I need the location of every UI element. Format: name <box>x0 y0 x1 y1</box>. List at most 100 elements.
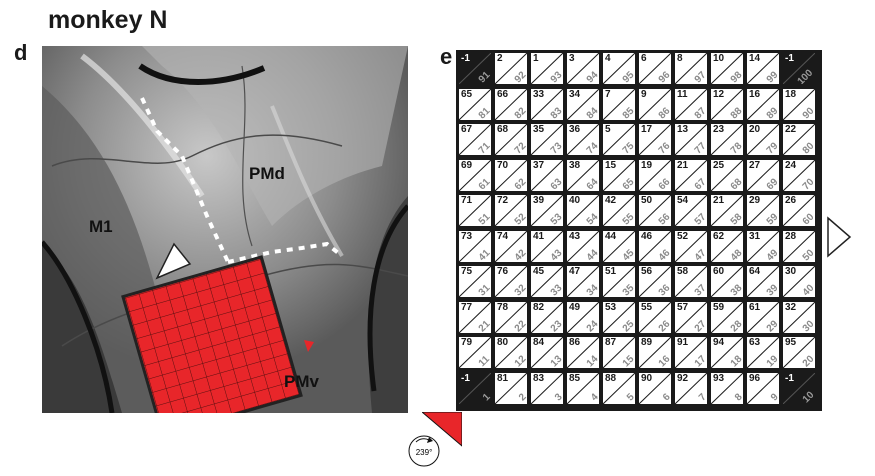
grid-cell: 21 67 <box>675 159 707 191</box>
grid-cell: 67 71 <box>459 124 491 155</box>
grid-cell: 49 24 <box>567 301 599 333</box>
cell-diagonal <box>567 195 599 226</box>
cell-diagonal <box>531 53 563 84</box>
channel-number: 82 <box>533 301 545 313</box>
grid-cell: 17 76 <box>639 124 671 155</box>
cell-diagonal <box>603 337 635 368</box>
cell-diagonal <box>675 230 707 262</box>
cell-diagonal <box>747 230 779 262</box>
grid-cell: 44 45 <box>603 230 635 262</box>
cell-diagonal <box>495 266 527 297</box>
grid-cell: 35 73 <box>531 124 563 155</box>
channel-number: 91 <box>677 337 689 348</box>
channel-number: 54 <box>677 195 689 206</box>
grid-cell: 61 29 <box>747 301 779 333</box>
channel-number: 68 <box>497 124 509 135</box>
cell-diagonal <box>495 88 527 120</box>
cell-diagonal <box>783 124 815 155</box>
grid-cell: 87 15 <box>603 337 635 368</box>
channel-number: 46 <box>641 230 653 242</box>
channel-number: 15 <box>605 159 617 171</box>
cell-diagonal <box>747 159 779 191</box>
grid-cell: 58 37 <box>675 266 707 297</box>
channel-number: 5 <box>605 124 611 135</box>
grid-cell: 50 56 <box>639 195 671 226</box>
channel-number: -1 <box>785 53 794 64</box>
cell-diagonal <box>783 53 815 84</box>
grid-cell: 76 32 <box>495 266 527 297</box>
grid-cell: 37 63 <box>531 159 563 191</box>
channel-number: 27 <box>749 159 761 171</box>
cell-diagonal <box>675 88 707 120</box>
channel-number: 41 <box>533 230 545 242</box>
channel-number: 21 <box>713 195 725 206</box>
channel-number: 9 <box>641 88 647 100</box>
cell-diagonal <box>711 337 743 368</box>
channel-number: 2 <box>497 53 503 64</box>
grid-cell: 91 17 <box>675 337 707 368</box>
channel-number: 70 <box>497 159 509 171</box>
channel-number: 36 <box>569 124 581 135</box>
channel-number: 23 <box>713 124 725 135</box>
grid-cell: 16 89 <box>747 88 779 120</box>
cell-diagonal <box>531 195 563 226</box>
channel-number: 7 <box>605 88 611 100</box>
cell-diagonal <box>459 88 491 120</box>
grid-cell: 25 68 <box>711 159 743 191</box>
channel-number: 84 <box>533 337 545 348</box>
grid-cell: 57 27 <box>675 301 707 333</box>
cell-diagonal <box>567 372 599 404</box>
cell-diagonal <box>459 230 491 262</box>
rotation-label: 239° <box>416 448 433 457</box>
cell-diagonal <box>747 372 779 404</box>
cell-diagonal <box>603 266 635 297</box>
channel-number: 25 <box>713 159 725 171</box>
cell-diagonal <box>711 88 743 120</box>
cell-diagonal <box>747 301 779 333</box>
channel-number: 66 <box>497 88 509 100</box>
cell-diagonal <box>459 301 491 333</box>
cell-diagonal <box>603 53 635 84</box>
grid-cell: 28 50 <box>783 230 815 262</box>
channel-number: 28 <box>785 230 797 242</box>
grid-cell: 92 7 <box>675 372 707 404</box>
channel-number: 22 <box>785 124 797 135</box>
cell-diagonal <box>495 195 527 226</box>
channel-number: 45 <box>533 266 545 277</box>
grid-cell: 60 38 <box>711 266 743 297</box>
cell-diagonal <box>711 195 743 226</box>
figure-title: monkey N <box>48 6 168 34</box>
channel-number: -1 <box>461 372 470 384</box>
grid-cell: 68 72 <box>495 124 527 155</box>
grid-cell: 9 86 <box>639 88 671 120</box>
grid-corner-cell: -1 100 <box>783 53 815 84</box>
grid-cell: 64 39 <box>747 266 779 297</box>
grid-cell: 95 20 <box>783 337 815 368</box>
channel-number: 8 <box>677 53 683 64</box>
grid-cell: 90 6 <box>639 372 671 404</box>
channel-number: 43 <box>569 230 581 242</box>
cell-diagonal <box>711 266 743 297</box>
cell-diagonal <box>603 88 635 120</box>
grid-cell: 66 82 <box>495 88 527 120</box>
grid-cell: 29 59 <box>747 195 779 226</box>
channel-number: 53 <box>605 301 617 313</box>
grid-cell: 21 58 <box>711 195 743 226</box>
grid-cell: 18 90 <box>783 88 815 120</box>
grid-cell: 71 51 <box>459 195 491 226</box>
grid-cell: 69 61 <box>459 159 491 191</box>
grid-cell: 38 64 <box>567 159 599 191</box>
channel-number: 1 <box>533 53 539 64</box>
cell-diagonal <box>783 301 815 333</box>
channel-number: 79 <box>461 337 473 348</box>
channel-number: 13 <box>677 124 689 135</box>
cell-diagonal <box>531 230 563 262</box>
grid-cell: 41 43 <box>531 230 563 262</box>
cell-diagonal <box>675 195 707 226</box>
grid-cell: 75 31 <box>459 266 491 297</box>
cell-diagonal <box>747 266 779 297</box>
channel-number: 6 <box>641 53 647 64</box>
cell-diagonal <box>747 195 779 226</box>
cell-diagonal <box>639 372 671 404</box>
grid-cell: 13 77 <box>675 124 707 155</box>
